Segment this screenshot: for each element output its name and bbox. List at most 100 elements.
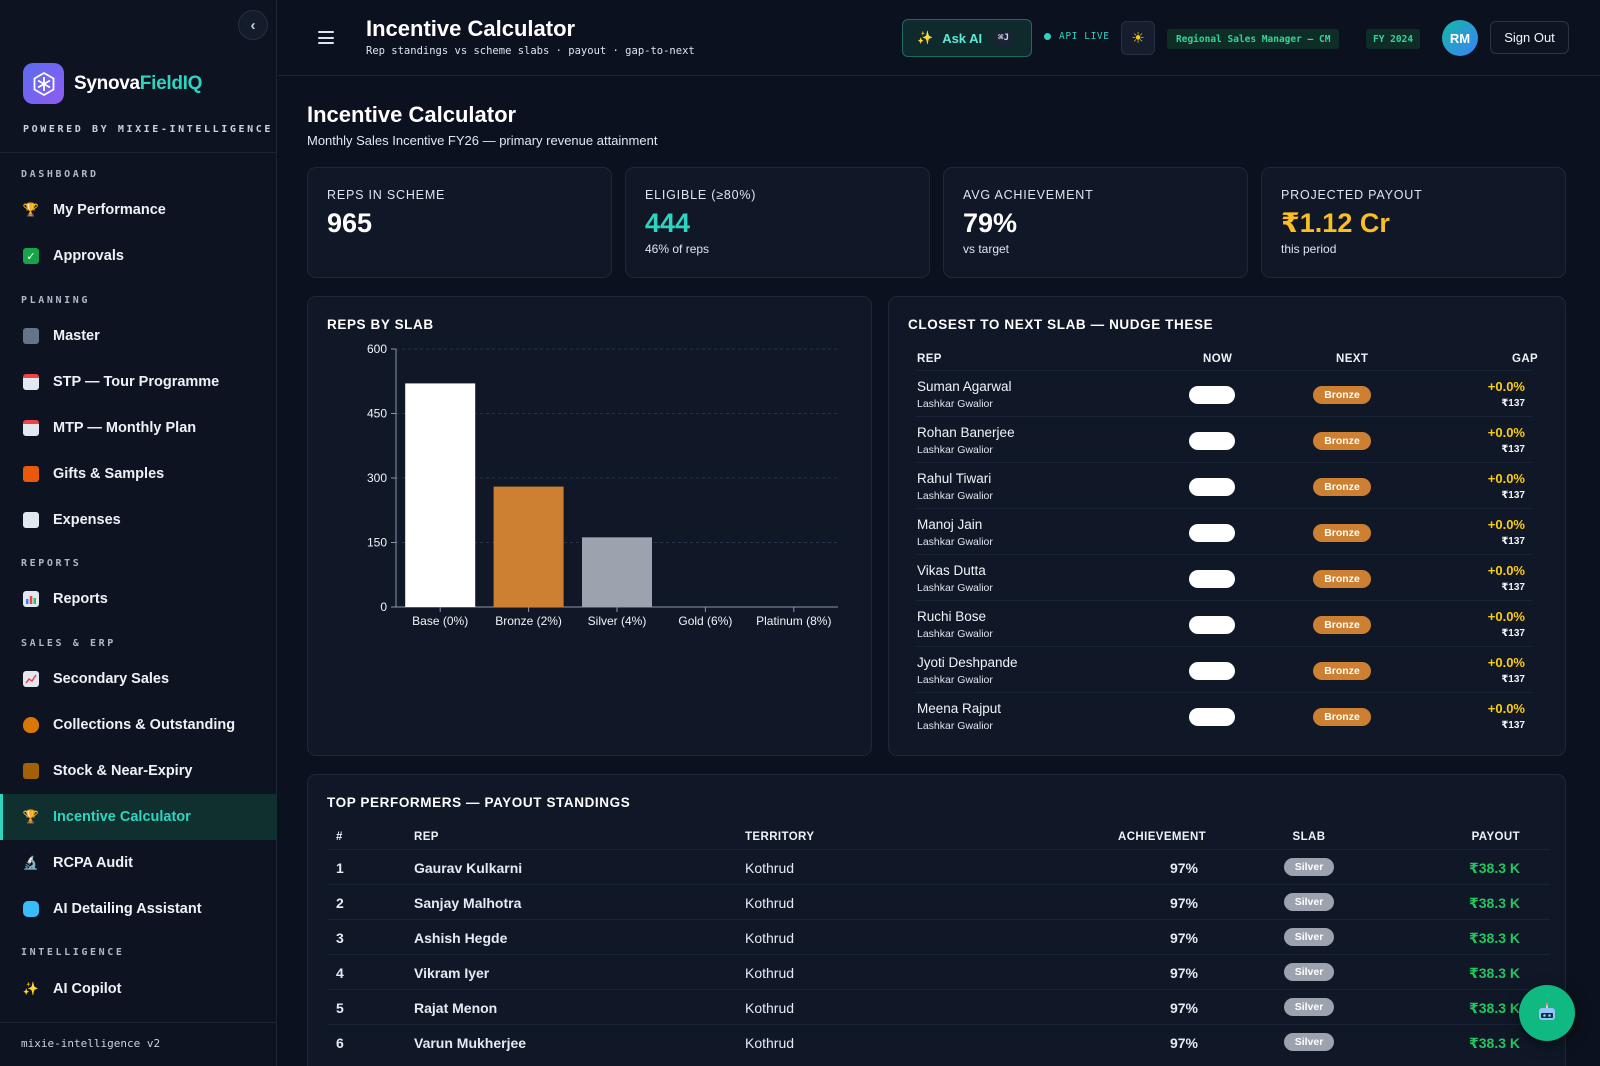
sidebar-item-expenses[interactable]: Expenses xyxy=(0,497,277,543)
next-slab-pill: Bronze xyxy=(1313,616,1371,634)
sidebar-item-reports[interactable]: Reports xyxy=(0,576,277,622)
rep-name: Suman Agarwal xyxy=(917,379,1012,394)
sidebar-item-master[interactable]: Master xyxy=(0,313,277,359)
table-row[interactable]: 5 Rajat Menon Kothrud 97% Silver ₹38.3 K xyxy=(328,989,1550,1024)
section-planning: PLANNING xyxy=(21,295,90,306)
section-dashboard: DASHBOARD xyxy=(21,169,99,180)
reps-by-slab-chart: 0 150 300 450 600 Base (0%) Bronze (2%) Silver … xyxy=(367,342,838,628)
sidebar-item-stock[interactable]: Stock & Near-Expiry xyxy=(0,748,277,794)
rank: 2 xyxy=(336,895,344,911)
sidebar-item-ai-copilot[interactable]: ✨ AI Copilot xyxy=(22,981,122,997)
gap-percent: +0.0% xyxy=(1487,563,1525,578)
territory: Kothrud xyxy=(745,930,795,946)
theme-toggle-button[interactable]: ☀ xyxy=(1121,21,1155,55)
sidebar-item-secondary-sales[interactable]: Secondary Sales xyxy=(0,656,277,702)
territory: Kothrud xyxy=(745,1035,795,1051)
rep-territory: Lashkar Gwalior xyxy=(917,398,993,410)
slab-badge: Silver xyxy=(1284,928,1334,946)
kpi-sub: this period xyxy=(1281,242,1337,256)
header-title: Incentive Calculator xyxy=(366,16,576,41)
brand[interactable]: SynovaFieldIQ xyxy=(23,63,202,104)
rep-name: Vikas Dutta xyxy=(917,563,986,578)
payout: ₹38.3 K xyxy=(1469,1035,1520,1051)
rep-territory: Lashkar Gwalior xyxy=(917,444,993,456)
kpi-card-achievement: AVG ACHIEVEMENT 79% vs target xyxy=(943,167,1248,278)
bar xyxy=(582,537,652,607)
ask-ai-button[interactable]: ✨ Ask AI ⌘J xyxy=(902,19,1032,57)
next-slab-pill: Bronze xyxy=(1313,662,1371,680)
sidebar-item-incentive-calculator[interactable]: 🏆 Incentive Calculator xyxy=(0,794,277,840)
gap-amount: ₹137 xyxy=(1501,582,1525,593)
nudge-row[interactable]: Rahul Tiwari Lashkar Gwalior Bronze +0.0… xyxy=(915,462,1533,508)
payout: ₹38.3 K xyxy=(1469,895,1520,911)
logo-icon xyxy=(23,63,64,104)
next-slab-pill: Bronze xyxy=(1313,478,1371,496)
sidebar-item-stp[interactable]: STP — Tour Programme xyxy=(0,359,277,405)
top-performers-title: TOP PERFORMERS — PAYOUT STANDINGS xyxy=(327,795,631,810)
section-reports: REPORTS xyxy=(21,558,82,569)
powered-by: POWERED BY MIXIE-INTELLIGENCE xyxy=(23,124,273,135)
gap-amount: ₹137 xyxy=(1501,628,1525,639)
nudge-row[interactable]: Rohan Banerjee Lashkar Gwalior Bronze +0… xyxy=(915,416,1533,462)
y-tick-label: 0 xyxy=(380,600,387,614)
sidebar-item-mtp[interactable]: MTP — Monthly Plan xyxy=(0,405,277,451)
sidebar-item-ai-detailing[interactable]: AI Detailing Assistant xyxy=(0,886,277,932)
y-tick-label: 300 xyxy=(367,471,387,485)
sidebar-item-collections[interactable]: Collections & Outstanding xyxy=(0,702,277,748)
nudge-row[interactable]: Meena Rajput Lashkar Gwalior Bronze +0.0… xyxy=(915,692,1533,738)
nudge-row[interactable]: Suman Agarwal Lashkar Gwalior Bronze +0.… xyxy=(915,370,1533,416)
rep-name: Meena Rajput xyxy=(917,701,1002,716)
table-row[interactable]: 3 Ashish Hegde Kothrud 97% Silver ₹38.3 … xyxy=(328,919,1550,954)
table-row[interactable]: 2 Sanjay Malhotra Kothrud 97% Silver ₹38… xyxy=(328,884,1550,919)
sign-out-button[interactable]: Sign Out xyxy=(1490,21,1569,54)
payout: ₹38.3 K xyxy=(1469,860,1520,876)
top-performers-card: TOP PERFORMERS — PAYOUT STANDINGS # REP … xyxy=(307,774,1566,1066)
shortcut-badge: ⌘J xyxy=(994,31,1014,45)
sidebar-item-rcpa-audit[interactable]: 🔬 RCPA Audit xyxy=(22,855,134,871)
nudge-row[interactable]: Manoj Jain Lashkar Gwalior Bronze +0.0% … xyxy=(915,508,1533,554)
nudge-row[interactable]: Ruchi Bose Lashkar Gwalior Bronze +0.0% … xyxy=(915,600,1533,646)
territory: Kothrud xyxy=(745,965,795,981)
nudge-row[interactable]: Vikas Dutta Lashkar Gwalior Bronze +0.0%… xyxy=(915,554,1533,600)
calendar-icon xyxy=(23,374,39,390)
next-slab-pill: Bronze xyxy=(1313,524,1371,542)
gap-percent: +0.0% xyxy=(1487,379,1525,394)
achievement: 97% xyxy=(1169,965,1198,981)
payout: ₹38.3 K xyxy=(1469,930,1520,946)
ai-assistant-fab[interactable] xyxy=(1519,985,1575,1041)
table-row[interactable]: 6 Varun Mukherjee Kothrud 97% Silver ₹38… xyxy=(328,1024,1550,1059)
status-dot xyxy=(1044,33,1051,40)
rep-territory: Lashkar Gwalior xyxy=(917,720,993,732)
menu-icon[interactable] xyxy=(318,31,334,44)
bar xyxy=(405,383,476,607)
sidebar: ‹ SynovaFieldIQ POWERED BY MIXIE-INTELLI… xyxy=(0,0,277,1066)
rep-name: Jyoti Deshpande xyxy=(917,655,1018,670)
rep-territory: Lashkar Gwalior xyxy=(917,628,993,640)
sidebar-item-gifts-samples[interactable]: Gifts & Samples xyxy=(0,451,277,497)
next-slab-pill: Bronze xyxy=(1313,432,1371,450)
kpi-label: AVG ACHIEVEMENT xyxy=(963,188,1094,202)
collapse-sidebar-button[interactable]: ‹ xyxy=(238,10,268,40)
rep-name: Ashish Hegde xyxy=(414,930,508,946)
sparkle-icon: ✨ xyxy=(22,981,40,996)
current-slab-pill xyxy=(1189,524,1235,542)
kpi-value: 79% xyxy=(963,208,1018,238)
table-row[interactable]: 1 Gaurav Kulkarni Kothrud 97% Silver ₹38… xyxy=(328,849,1550,884)
version-label: mixie-intelligence v2 xyxy=(21,1037,161,1050)
sidebar-item-my-performance[interactable]: 🏆 My Performance xyxy=(22,202,166,218)
sidebar-item-approvals[interactable]: ✓ Approvals xyxy=(0,233,277,279)
check-icon: ✓ xyxy=(23,248,39,264)
x-tick-label: Silver (4%) xyxy=(588,614,647,628)
slab-badge: Silver xyxy=(1284,858,1334,876)
table-row[interactable]: 4 Vikram Iyer Kothrud 97% Silver ₹38.3 K xyxy=(328,954,1550,989)
brand-name: SynovaFieldIQ xyxy=(74,72,203,94)
payout: ₹38.3 K xyxy=(1469,1000,1520,1016)
rank: 1 xyxy=(336,860,344,876)
next-slab-pill: Bronze xyxy=(1313,386,1371,404)
kpi-label: PROJECTED PAYOUT xyxy=(1281,188,1423,202)
avatar[interactable]: RM xyxy=(1442,20,1478,56)
payout: ₹38.3 K xyxy=(1469,965,1520,981)
kpi-card-payout: PROJECTED PAYOUT ₹1.12 Cr this period xyxy=(1261,167,1566,278)
gap-percent: +0.0% xyxy=(1487,655,1525,670)
nudge-row[interactable]: Jyoti Deshpande Lashkar Gwalior Bronze +… xyxy=(915,646,1533,692)
